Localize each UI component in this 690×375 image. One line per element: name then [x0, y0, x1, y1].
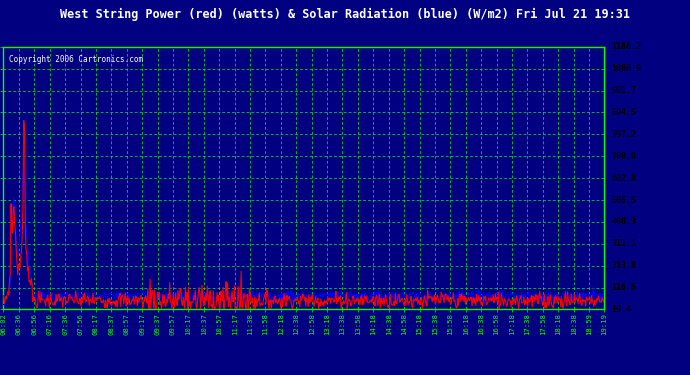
Text: 991.7: 991.7 [611, 86, 636, 95]
Text: 505.5: 505.5 [611, 195, 636, 204]
Text: 408.3: 408.3 [611, 217, 636, 226]
Text: 213.8: 213.8 [611, 261, 636, 270]
Text: 1088.9: 1088.9 [611, 64, 641, 73]
Text: 602.8: 602.8 [611, 174, 636, 183]
Text: West String Power (red) (watts) & Solar Radiation (blue) (W/m2) Fri Jul 21 19:31: West String Power (red) (watts) & Solar … [60, 8, 630, 21]
Text: 894.5: 894.5 [611, 108, 636, 117]
Text: 700.0: 700.0 [611, 152, 636, 161]
Text: 116.6: 116.6 [611, 283, 636, 292]
Text: 311.1: 311.1 [611, 239, 636, 248]
Text: Copyright 2006 Cartronics.com: Copyright 2006 Cartronics.com [10, 55, 144, 64]
Text: 19.4: 19.4 [611, 305, 631, 314]
Text: 1186.2: 1186.2 [611, 42, 641, 51]
Text: 797.2: 797.2 [611, 130, 636, 139]
